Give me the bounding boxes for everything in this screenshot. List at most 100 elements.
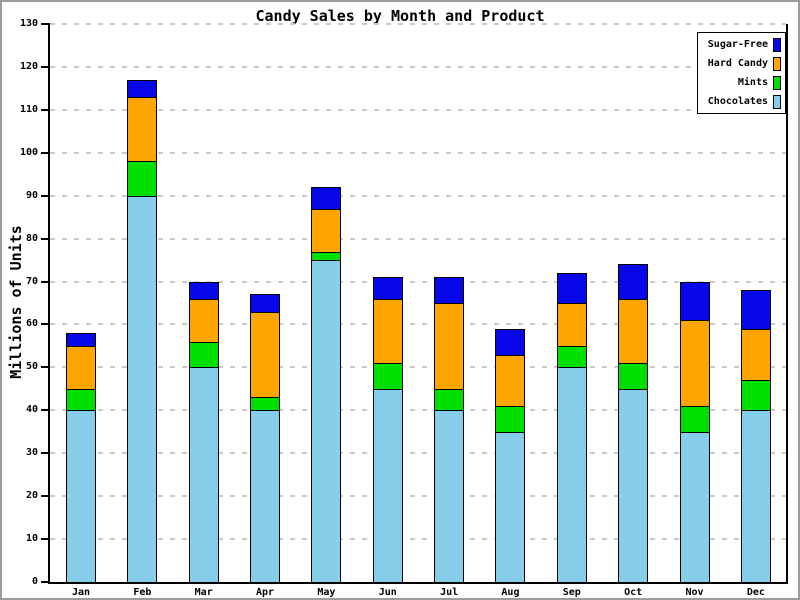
bar-segment-mar-hard-candy (188, 298, 219, 342)
gridline-50 (50, 366, 786, 369)
bar-segment-mar-chocolates (188, 367, 219, 582)
x-tick-label-jun: Jun (378, 587, 397, 598)
bar-segment-apr-hard-candy (250, 311, 281, 398)
legend-swatch-sugar-free (773, 37, 781, 52)
bar-segment-sep-hard-candy (556, 303, 587, 346)
bar-segment-oct-mints (618, 363, 649, 389)
bar-column-apr (250, 294, 281, 582)
bar-segment-apr-chocolates (250, 410, 281, 582)
bar-segment-jun-sugar-free (372, 277, 403, 299)
bar-segment-may-chocolates (311, 260, 342, 582)
gridline-90 (50, 194, 786, 197)
y-axis-title: Millions of Units (7, 225, 25, 379)
bar-column-aug (495, 328, 526, 582)
bar-column-dec (740, 290, 771, 582)
bar-segment-nov-chocolates (679, 431, 710, 582)
legend-row-mints: Mints (702, 75, 781, 90)
bar-segment-aug-hard-candy (495, 354, 526, 407)
y-tick-label-110: 110 (19, 103, 38, 115)
bar-segment-jul-sugar-free (434, 277, 465, 304)
bar-column-feb (127, 79, 158, 582)
x-tick-label-nov: Nov (685, 587, 704, 598)
y-tick-label-60: 60 (25, 318, 38, 330)
bar-segment-jan-chocolates (66, 410, 96, 582)
bar-segment-jan-hard-candy (66, 345, 96, 389)
bar-segment-dec-chocolates (740, 410, 771, 582)
gridline-120 (50, 65, 786, 68)
y-tick-30 (41, 452, 50, 455)
gridline-20 (50, 495, 786, 498)
bar-column-mar (188, 281, 219, 582)
legend-swatch-mints (773, 75, 781, 90)
x-tick-label-jan: Jan (71, 587, 91, 598)
bar-segment-oct-chocolates (618, 388, 649, 582)
bar-column-may (311, 187, 342, 582)
legend-row-hard-candy: Hard Candy (702, 56, 781, 71)
y-tick-label-20: 20 (25, 490, 38, 502)
bar-column-sep (556, 272, 587, 582)
legend-swatch-hard-candy (773, 56, 781, 71)
legend-row-chocolates: Chocolates (702, 94, 781, 109)
bar-segment-apr-sugar-free (250, 294, 281, 312)
y-tick-80 (41, 237, 50, 240)
x-tick-label-feb: Feb (133, 587, 152, 598)
chart-title: Candy Sales by Month and Product (255, 7, 545, 25)
bar-segment-dec-hard-candy (740, 328, 771, 381)
legend: Sugar-Free Hard Candy Mints Chocolates (697, 32, 786, 114)
bar-segment-may-mints (311, 251, 342, 261)
bar-segment-sep-mints (556, 345, 587, 368)
gridline-70 (50, 280, 786, 283)
x-tick-label-apr: Apr (256, 587, 275, 598)
gridline-110 (50, 108, 786, 111)
y-tick-90 (41, 194, 50, 197)
y-tick-40 (41, 409, 50, 412)
x-tick-label-aug: Aug (501, 587, 520, 598)
y-tick-label-0: 0 (31, 576, 38, 587)
legend-swatch-chocolates (773, 94, 781, 109)
legend-label: Chocolates (707, 95, 768, 107)
bar-segment-mar-sugar-free (188, 281, 219, 299)
bar-segment-dec-mints (740, 380, 771, 411)
y-tick-70 (41, 280, 50, 283)
legend-row-sugar-free: Sugar-Free (702, 37, 781, 52)
bar-segment-apr-mints (250, 397, 281, 411)
y-tick-60 (41, 323, 50, 326)
bar-segment-nov-hard-candy (679, 320, 710, 407)
x-tick-label-may: May (317, 587, 336, 598)
gridline-40 (50, 409, 786, 412)
y-tick-0 (41, 581, 50, 583)
bar-segment-jan-sugar-free (66, 333, 96, 346)
bar-segment-sep-sugar-free (556, 272, 587, 304)
bar-segment-aug-sugar-free (495, 328, 526, 355)
gridline-30 (50, 452, 786, 455)
bar-segment-mar-mints (188, 341, 219, 368)
gridline-60 (50, 323, 786, 326)
bar-segment-may-sugar-free (311, 187, 342, 209)
legend-label: Mints (737, 76, 768, 88)
bar-column-nov (679, 281, 710, 582)
bar-segment-jun-chocolates (372, 388, 403, 582)
bar-segment-feb-mints (127, 161, 158, 196)
x-tick-label-jul: Jul (440, 587, 459, 598)
gridline-130 (50, 23, 786, 25)
plot-area: 0 10 20 30 40 50 60 70 80 90 100 110 120 130 Jan Feb Ma… (20, 18, 788, 598)
y-tick-label-70: 70 (25, 275, 38, 287)
y-tick-100 (41, 151, 50, 154)
bar-segment-jul-chocolates (434, 410, 465, 582)
bar-segment-oct-sugar-free (618, 264, 649, 299)
y-tick-label-10: 10 (25, 533, 38, 545)
y-tick-label-130: 130 (19, 18, 38, 29)
y-tick-label-80: 80 (25, 232, 38, 244)
bar-segment-feb-sugar-free (127, 79, 158, 97)
legend-label: Sugar-Free (707, 38, 768, 50)
y-tick-110 (41, 108, 50, 111)
bar-segment-jun-hard-candy (372, 298, 403, 364)
bar-segment-nov-mints (679, 406, 710, 432)
y-tick-label-50: 50 (25, 361, 38, 373)
y-tick-label-40: 40 (25, 404, 38, 416)
bar-segment-may-hard-candy (311, 208, 342, 252)
y-tick-120 (41, 65, 50, 68)
x-tick-label-sep: Sep (562, 587, 581, 598)
legend-label: Hard Candy (707, 57, 768, 69)
y-tick-label-30: 30 (25, 447, 38, 459)
